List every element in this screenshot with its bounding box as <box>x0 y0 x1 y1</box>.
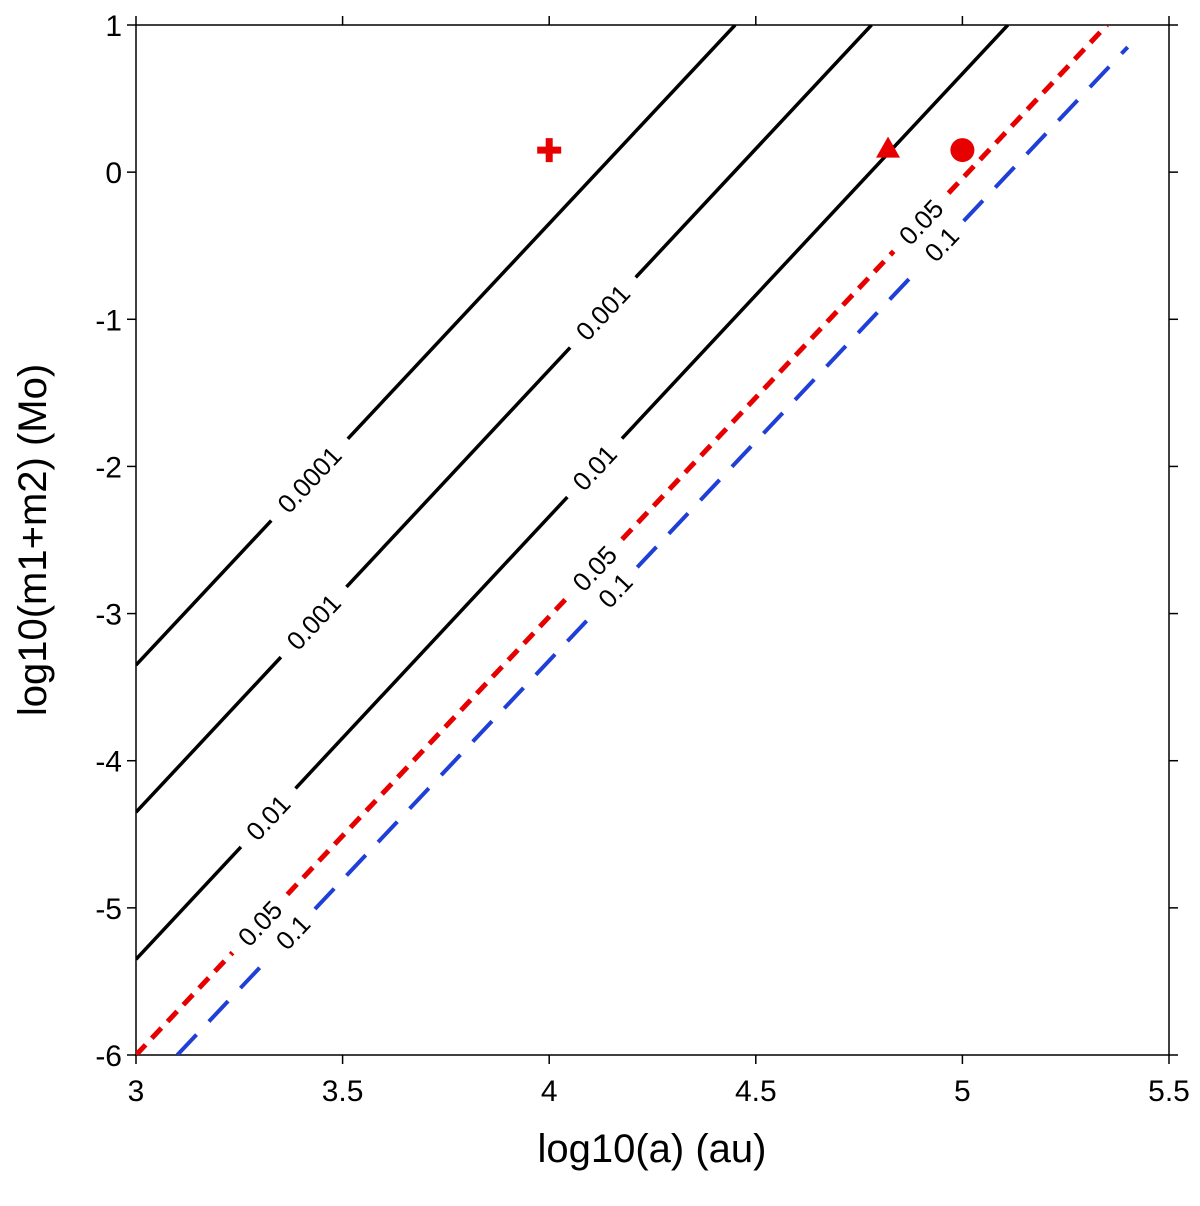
contour-line-0.001 <box>136 655 283 814</box>
contour-line-0.01 <box>620 25 1010 440</box>
x-tick-label: 4 <box>541 1075 558 1108</box>
x-axis-title: log10(a) (au) <box>537 1127 766 1171</box>
contour-line-0.0001 <box>346 25 737 440</box>
contour-line-0.001 <box>345 346 572 589</box>
x-tick-label: 5.5 <box>1148 1075 1190 1108</box>
contour-line-0.1 <box>313 612 595 911</box>
y-axis-title: log10(m1+m2) (Mo) <box>11 364 55 716</box>
y-tick-label: -6 <box>95 1040 122 1073</box>
x-tick-label: 3 <box>128 1075 145 1108</box>
y-tick-label: -2 <box>95 451 122 484</box>
contour-line-0.1 <box>175 954 273 1055</box>
triangle-marker <box>876 136 901 158</box>
contour-line-0.001 <box>634 25 873 279</box>
tick-labels: 3 3.5 4 4.5 5 5.5 1 0 -1 -2 -3 -4 -5 -6 <box>95 10 1190 1108</box>
contour-line-0.01 <box>136 845 243 961</box>
contour-line-0.01 <box>294 495 569 790</box>
contour-line-0.0001 <box>136 519 273 667</box>
contour-line-0.05 <box>620 249 896 542</box>
x-tick-label: 5 <box>954 1075 971 1108</box>
contour-line-0.1 <box>962 45 1130 223</box>
y-tick-label: 0 <box>105 157 122 190</box>
contour-lines <box>136 25 1130 1055</box>
x-tick-label: 4.5 <box>735 1075 777 1108</box>
contour-line-0.1 <box>635 266 922 569</box>
contour-line-0.05 <box>946 25 1109 195</box>
x-tick-label: 3.5 <box>322 1075 364 1108</box>
axis-ticks <box>127 16 1178 1064</box>
cross-marker <box>537 138 562 163</box>
y-tick-label: -4 <box>95 746 122 779</box>
y-tick-label: -3 <box>95 599 122 632</box>
contour-line-0.05 <box>136 950 235 1055</box>
circle-marker <box>950 138 975 163</box>
y-tick-label: 1 <box>105 10 122 43</box>
plot-area <box>135 24 1170 1056</box>
y-tick-label: -5 <box>95 893 122 926</box>
data-markers <box>537 136 975 163</box>
y-tick-label: -1 <box>95 304 122 337</box>
